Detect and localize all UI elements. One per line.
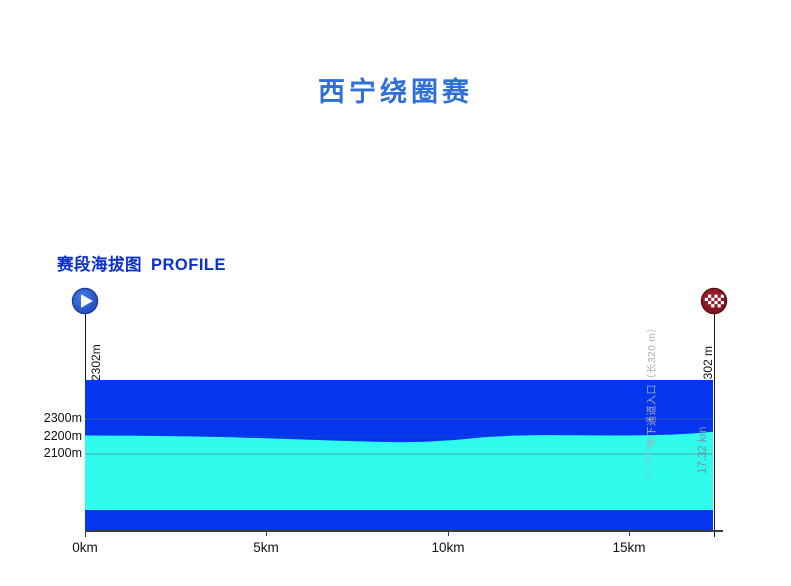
x-axis-tickmark (266, 531, 267, 536)
x-axis-line (85, 530, 723, 532)
profile-heading-en: PROFILE (151, 256, 227, 274)
finish-marker (700, 287, 728, 315)
total-distance-annotation: 17.32 km (697, 426, 709, 474)
start-elevation-label: 2302m (89, 344, 103, 381)
y-axis-tick-label: 2100m (43, 446, 82, 460)
profile-heading: 赛段海拔图 PROFILE (57, 251, 226, 275)
y-axis-tick-label: 2300m (43, 411, 82, 425)
y-axis-tick-label: 2200m (43, 429, 82, 443)
profile-heading-zh: 赛段海拔图 (57, 256, 142, 274)
x-axis-tick-label: 5km (253, 540, 279, 555)
finish-pin-line (713, 313, 715, 537)
x-axis-tickmark (448, 531, 449, 536)
underpass-km-annotation: 16.35km (644, 441, 655, 480)
x-axis-tick-label: 0km (72, 540, 98, 555)
underpass-annotation: 地下通道入口（长320 m） (647, 322, 658, 447)
x-axis-tick-label: 10km (431, 540, 465, 555)
page-title: 西宁绕圈赛 (318, 77, 473, 107)
checkered-flag-icon (700, 287, 728, 315)
x-axis-tickmark (85, 531, 86, 536)
x-axis-tick-label: 15km (612, 540, 646, 555)
x-axis-tickmark (629, 531, 630, 536)
elevation-profile-plot (85, 380, 713, 531)
start-marker (71, 287, 99, 315)
play-icon (71, 287, 99, 315)
